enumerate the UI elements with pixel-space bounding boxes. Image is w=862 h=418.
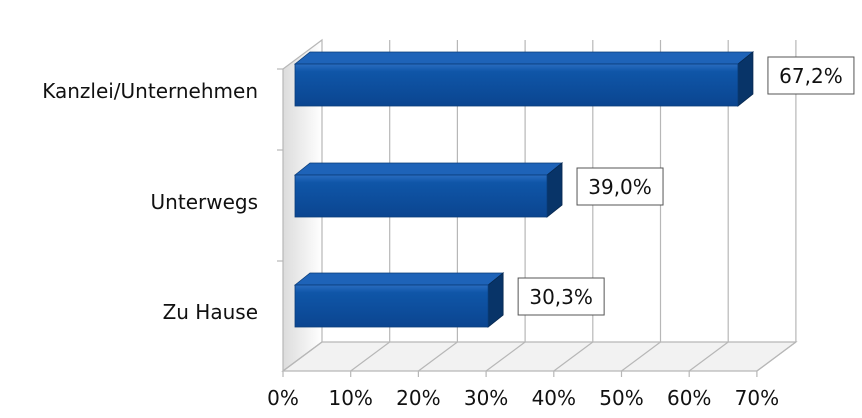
category-label: Zu Hause bbox=[163, 300, 258, 324]
data-label-text: 39,0% bbox=[588, 175, 652, 199]
x-tick-label: 30% bbox=[464, 386, 508, 410]
data-label-box bbox=[517, 277, 605, 316]
bar bbox=[293, 162, 564, 218]
x-tick-label: 70% bbox=[735, 386, 779, 410]
bar-top-face bbox=[293, 162, 564, 176]
x-tick-label: 10% bbox=[328, 386, 372, 410]
floor-gridline bbox=[621, 341, 661, 372]
floor-gridline bbox=[553, 341, 594, 372]
x-tick-label: 60% bbox=[667, 386, 711, 410]
bar-front-face bbox=[294, 284, 489, 328]
floor bbox=[281, 341, 798, 372]
bar bbox=[293, 51, 755, 107]
bar-top-face bbox=[293, 272, 505, 286]
floor-gridline bbox=[485, 341, 526, 372]
category-labels: Kanzlei/Unternehmen Unterwegs Zu Hause bbox=[42, 79, 258, 324]
data-label: 39,0% bbox=[576, 167, 664, 206]
bar-top-face bbox=[293, 51, 755, 65]
bars bbox=[293, 51, 755, 328]
floor-gridline bbox=[418, 341, 458, 372]
x-axis-ticks: 0% 10% 20% 30% 40% 50% 60% 70% bbox=[267, 386, 779, 410]
data-label-box bbox=[767, 56, 855, 95]
category-label: Kanzlei/Unternehmen bbox=[42, 79, 258, 103]
data-labels: 67,2% 39,0% 30,3% bbox=[517, 56, 855, 316]
floor-gridline bbox=[688, 341, 729, 372]
x-tick-label: 0% bbox=[267, 386, 299, 410]
data-label-text: 30,3% bbox=[529, 285, 593, 309]
category-label: Unterwegs bbox=[151, 190, 258, 214]
data-label: 30,3% bbox=[517, 277, 605, 316]
x-tick-label: 20% bbox=[396, 386, 440, 410]
data-label-text: 67,2% bbox=[779, 64, 843, 88]
bar-front-face bbox=[294, 174, 548, 218]
floor-gridline bbox=[756, 341, 797, 372]
bar bbox=[293, 272, 505, 328]
floor-gridline bbox=[350, 341, 391, 372]
bar-front-face bbox=[294, 63, 739, 107]
x-tick-label: 40% bbox=[532, 386, 576, 410]
floor-gridline bbox=[282, 341, 323, 372]
data-label-box bbox=[576, 167, 664, 206]
data-label: 67,2% bbox=[767, 56, 855, 95]
x-tick-label: 50% bbox=[599, 386, 643, 410]
